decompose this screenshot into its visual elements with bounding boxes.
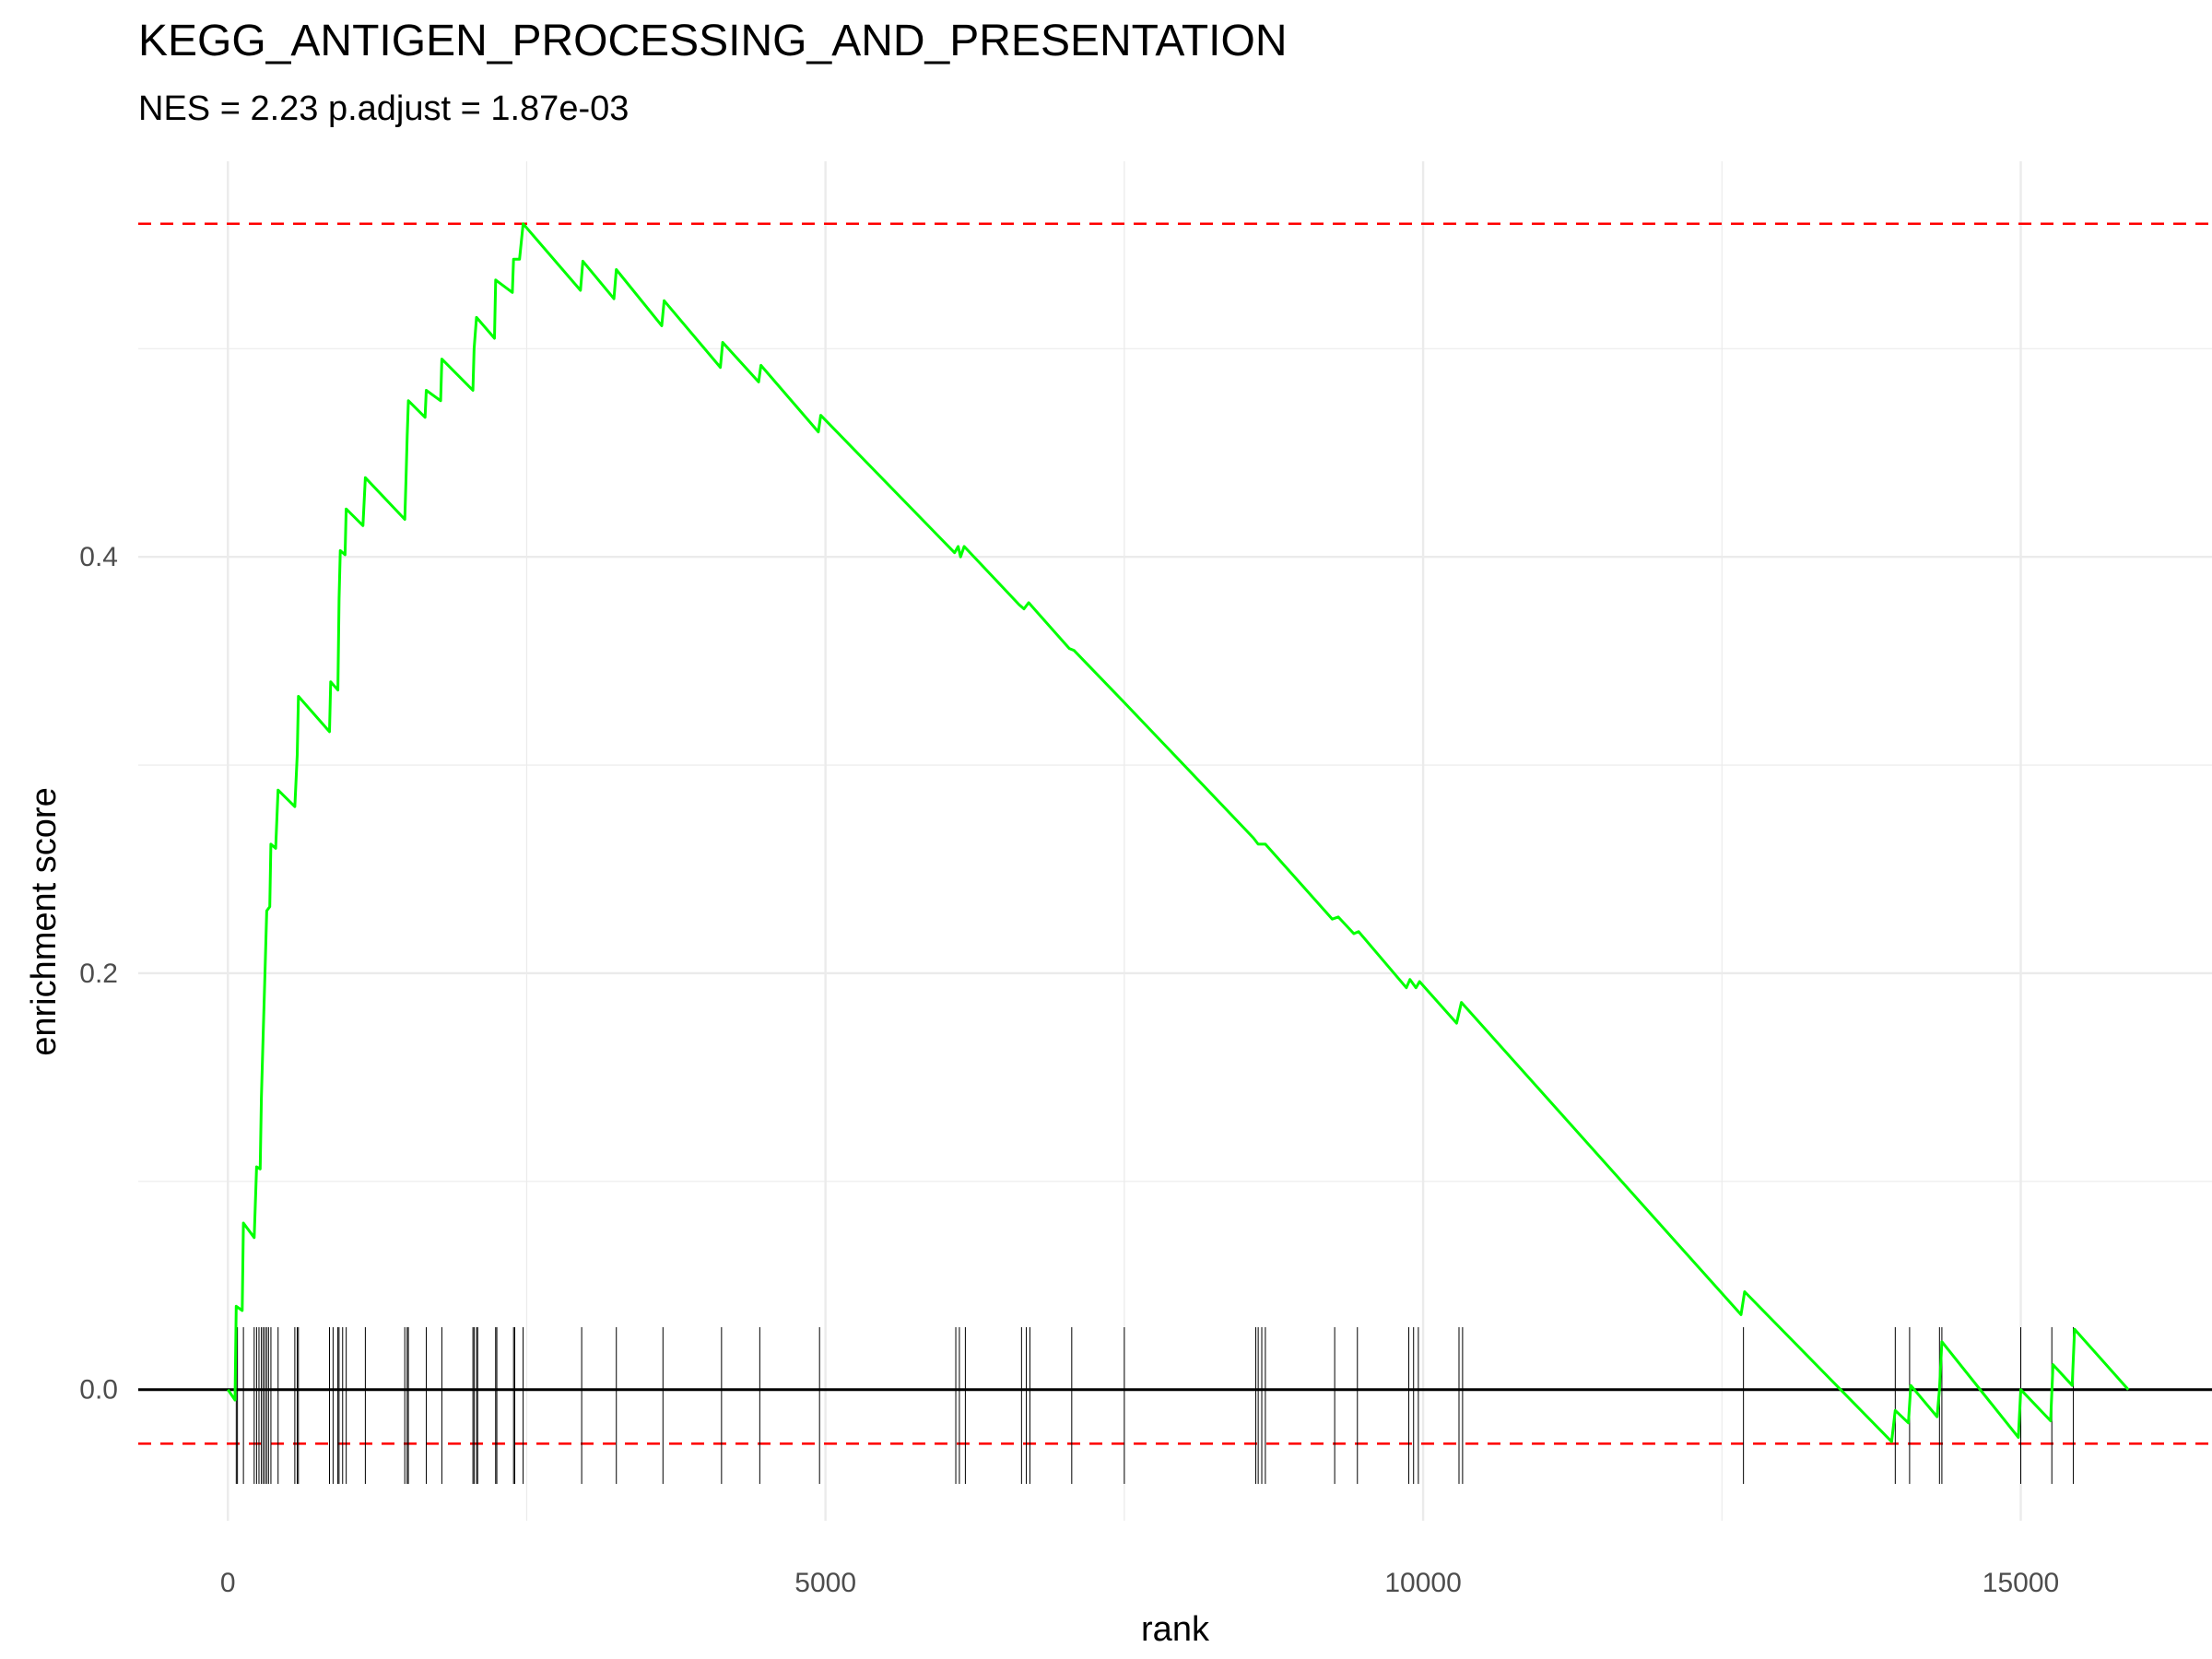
y-axis-ticks: 0.0 0.2 0.4 — [79, 542, 118, 1406]
y-tick-label: 0.0 — [79, 1375, 118, 1406]
chart-title: KEGG_ANTIGEN_PROCESSING_AND_PRESENTATION — [138, 17, 1288, 65]
x-tick-label: 5000 — [794, 1568, 856, 1598]
hit-marks — [235, 1327, 2075, 1484]
curve-layer — [227, 222, 2130, 1443]
reference-lines — [138, 222, 2212, 1445]
y-tick-label: 0.2 — [79, 959, 118, 989]
chart-subtitle: NES = 2.23 p.adjust = 1.87e-03 — [138, 89, 629, 128]
enrichment-curve — [227, 222, 2130, 1443]
y-axis-title: enrichment score — [25, 787, 64, 1055]
x-axis-ticks: 0 5000 10000 15000 — [220, 1568, 2059, 1598]
y-tick-label: 0.4 — [79, 542, 118, 572]
x-axis-title: rank — [1141, 1610, 1210, 1649]
x-tick-label: 10000 — [1384, 1568, 1461, 1598]
x-tick-label: 0 — [220, 1568, 236, 1598]
x-tick-label: 15000 — [1983, 1568, 2059, 1598]
